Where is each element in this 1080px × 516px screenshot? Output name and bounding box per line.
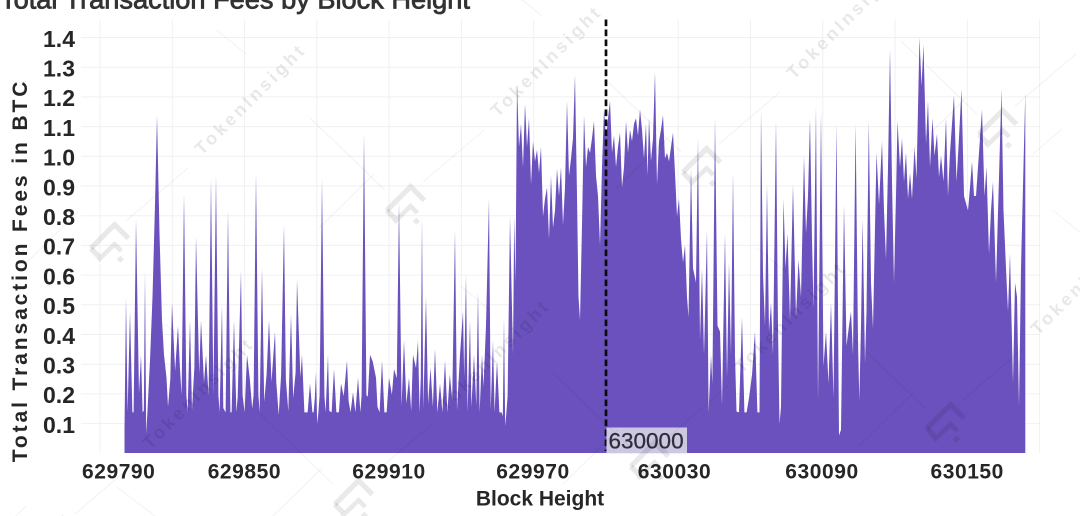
svg-text:0.2: 0.2	[43, 382, 75, 408]
svg-text:630030: 630030	[638, 461, 711, 484]
svg-text:0.4: 0.4	[43, 323, 75, 349]
svg-text:0.9: 0.9	[43, 174, 75, 200]
svg-text:629970: 629970	[496, 461, 569, 484]
svg-text:Block Height: Block Height	[476, 488, 604, 511]
svg-text:630000: 630000	[609, 429, 684, 454]
svg-text:629790: 629790	[82, 461, 155, 484]
svg-text:0.5: 0.5	[43, 293, 75, 319]
svg-text:629850: 629850	[208, 461, 281, 484]
svg-text:0.6: 0.6	[43, 263, 75, 289]
svg-text:1.1: 1.1	[43, 115, 75, 141]
svg-text:630090: 630090	[785, 461, 858, 484]
svg-text:Total Transaction Fees in BTC: Total Transaction Fees in BTC	[9, 79, 32, 463]
svg-text:629910: 629910	[352, 461, 425, 484]
svg-text:1.4: 1.4	[43, 26, 75, 52]
svg-text:630150: 630150	[931, 461, 1004, 484]
svg-text:Total Transaction Fees by Bloc: Total Transaction Fees by Block Height	[0, 0, 470, 15]
svg-text:1.0: 1.0	[43, 145, 75, 171]
svg-text:0.8: 0.8	[43, 204, 75, 230]
svg-text:0.3: 0.3	[43, 353, 75, 379]
svg-text:0.7: 0.7	[43, 234, 75, 260]
svg-text:1.3: 1.3	[43, 56, 75, 82]
svg-text:1.2: 1.2	[43, 85, 75, 111]
svg-text:0.1: 0.1	[43, 412, 75, 438]
